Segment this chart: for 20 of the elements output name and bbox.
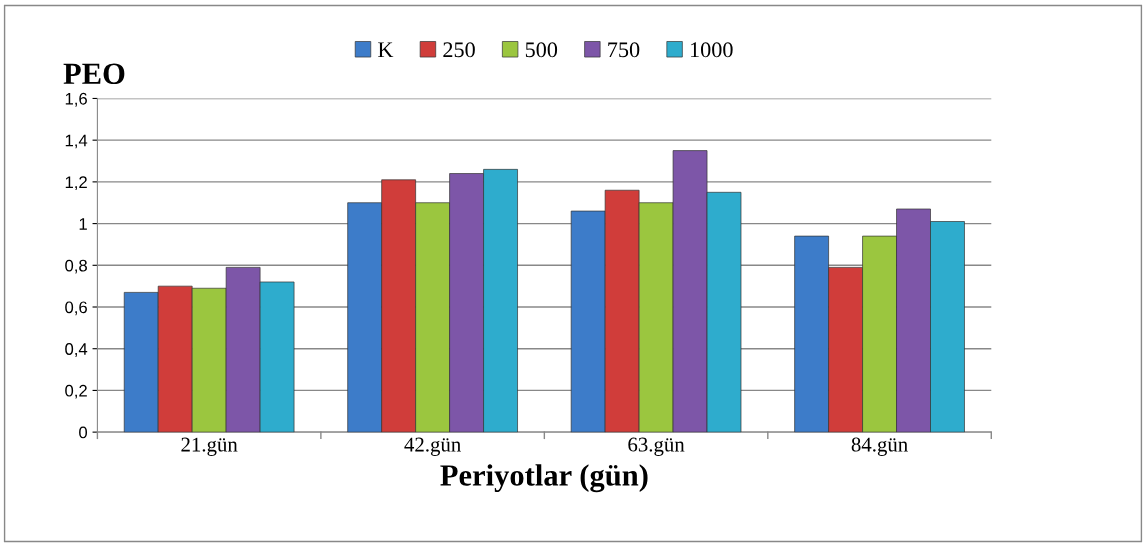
x-axis-title: Periyotlar (gün): [440, 464, 648, 493]
y-tick-label: 0,2: [65, 384, 87, 399]
x-tick-label: 63.gün: [628, 437, 685, 456]
x-tick-label: 84.gün: [851, 437, 908, 456]
y-tick-label: 1,2: [65, 176, 87, 191]
y-tick-label: 0: [79, 426, 88, 439]
legend-label: 1000: [691, 42, 733, 58]
y-tick-label: 1,6: [65, 92, 87, 107]
x-tick-label: 42.gün: [404, 437, 461, 456]
legend-label: 500: [525, 42, 558, 58]
legend-label: 250: [443, 42, 475, 58]
legend-label: K: [378, 42, 394, 58]
y-tick-label: 0,4: [65, 343, 88, 357]
y-tick-label: 1,4: [65, 134, 88, 149]
y-axis-title: PEO: [63, 63, 125, 85]
y-tick-label: 0,6: [65, 301, 87, 316]
legend-label: 750: [608, 42, 640, 58]
y-tick-label: 0,8: [65, 259, 87, 274]
x-tick-label: 21.gün: [181, 437, 238, 456]
y-tick-label: 1: [79, 218, 87, 230]
